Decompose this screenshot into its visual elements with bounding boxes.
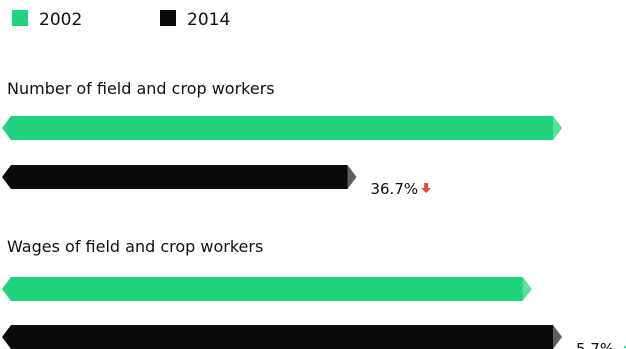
legend-swatch-2014	[160, 10, 176, 26]
bar-end-cap	[553, 116, 562, 140]
bar-group-2: Wages of field and crop workers 5.7%	[2, 237, 626, 349]
bar-end-cap	[347, 165, 357, 189]
change-label: 36.7%	[370, 180, 418, 198]
change-label: 5.7%	[576, 340, 614, 349]
bar-2014	[2, 165, 357, 189]
legend: 2002 2014	[12, 10, 230, 30]
bar-end-cap	[522, 277, 532, 301]
arrow-up-icon	[623, 345, 626, 348]
bar-groups: Number of field and crop workers 36.7% Wag…	[2, 79, 626, 349]
group-title: Wages of field and crop workers	[7, 237, 263, 256]
bar-2014	[2, 325, 562, 349]
legend-label-2002: 2002	[39, 10, 82, 30]
group-title: Number of field and crop workers	[7, 79, 275, 98]
bar-group-1: Number of field and crop workers 36.7%	[2, 79, 562, 198]
legend-swatch-2002	[12, 10, 28, 26]
bar-end-cap	[553, 325, 562, 349]
bar-2002	[2, 277, 532, 301]
bar-2002	[2, 116, 562, 140]
legend-label-2014: 2014	[187, 10, 230, 30]
arrow-down-icon	[421, 183, 432, 193]
